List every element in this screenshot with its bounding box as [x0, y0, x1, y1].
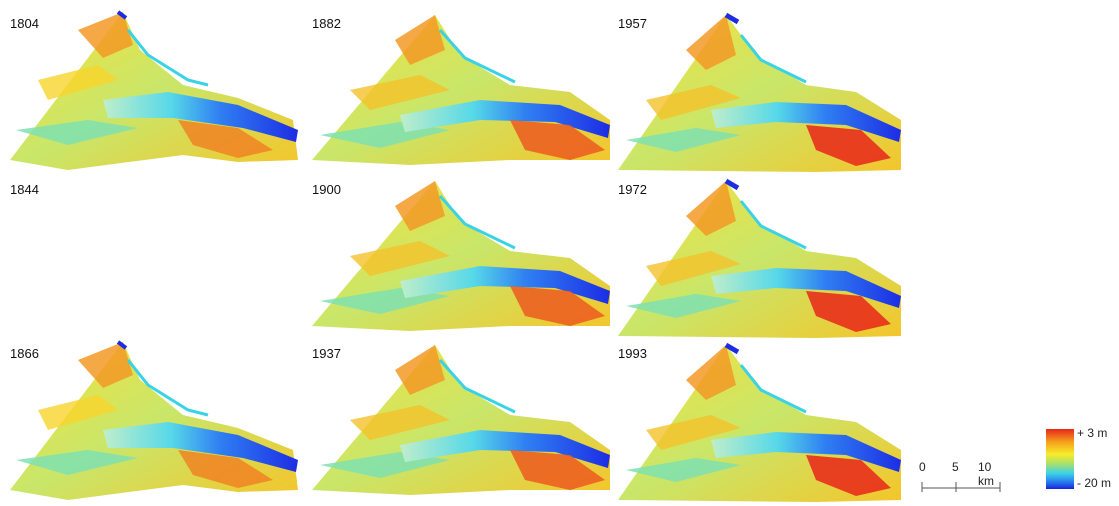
map-panel: 1937	[310, 340, 612, 506]
year-label: 1957	[618, 16, 647, 31]
scale-tick-10: 10 km	[978, 460, 994, 488]
bathymetry-map	[616, 176, 916, 342]
legend-color-ramp	[1046, 429, 1074, 489]
bathymetry-map	[8, 340, 300, 502]
year-label: 1900	[312, 182, 341, 197]
year-label: 1844	[10, 182, 39, 197]
map-panel: 1804	[8, 10, 308, 176]
legend-bottom-label: - 20 m	[1077, 476, 1112, 490]
bathymetry-map	[616, 10, 916, 176]
legend-top-label: + 3 m	[1077, 426, 1108, 440]
map-panel: 1900	[310, 176, 612, 342]
scale-tick-5: 5	[952, 460, 959, 474]
year-label: 1937	[312, 346, 341, 361]
scale-bar-line	[921, 482, 1001, 492]
year-label: 1993	[618, 346, 647, 361]
map-panel: 1957	[616, 10, 916, 176]
map-panel: 1882	[310, 10, 612, 176]
map-panel: 1844	[8, 176, 308, 342]
bathymetry-map	[310, 13, 612, 167]
bathymetry-map	[616, 340, 916, 506]
year-label: 1866	[10, 346, 39, 361]
bathymetry-map	[8, 10, 300, 172]
map-panel: 1866	[8, 340, 308, 506]
year-label: 1804	[10, 16, 39, 31]
year-label: 1882	[312, 16, 341, 31]
map-panel: 1993	[616, 340, 916, 506]
map-panel: 1972	[616, 176, 916, 342]
year-label: 1972	[618, 182, 647, 197]
scale-tick-0: 0	[919, 460, 926, 474]
bathymetry-map	[310, 343, 612, 497]
depth-legend: + 3 m - 20 m	[1046, 426, 1119, 497]
bathymetry-map	[8, 176, 308, 342]
scale-bar: 0 5 10 km	[914, 460, 1004, 494]
bathymetry-map	[310, 179, 612, 333]
